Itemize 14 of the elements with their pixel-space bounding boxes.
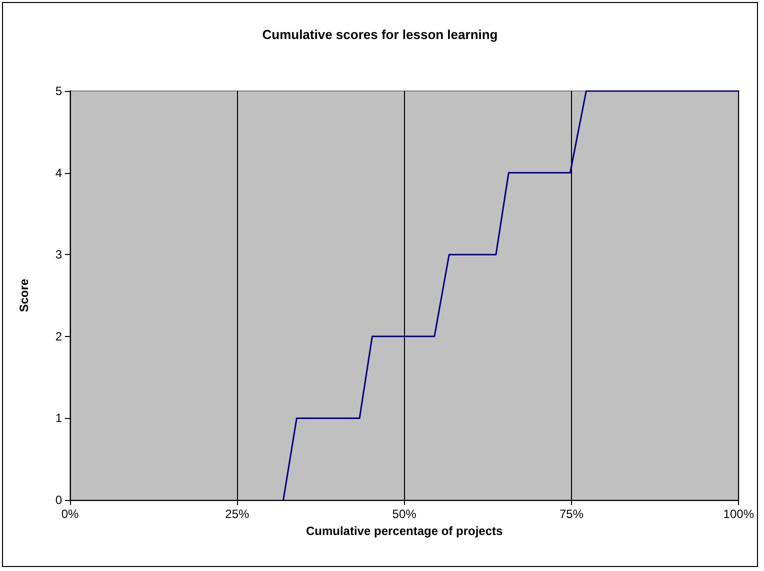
- y-tick-label: 4: [55, 166, 62, 180]
- x-tick-label: 50%: [392, 507, 417, 521]
- chart-title: Cumulative scores for lesson learning: [262, 27, 498, 42]
- y-tick-label: 5: [55, 84, 62, 98]
- y-tick-label: 2: [55, 329, 62, 344]
- x-tick-label: 0%: [61, 507, 79, 521]
- x-tick-label: 100%: [723, 507, 754, 521]
- y-axis-title: Score: [17, 278, 31, 312]
- y-tick-label: 1: [55, 411, 62, 426]
- x-axis-title: Cumulative percentage of projects: [306, 524, 504, 538]
- y-tick-label: 0: [55, 493, 62, 507]
- y-tick-label: 3: [55, 248, 62, 262]
- x-tick-label: 25%: [225, 507, 250, 521]
- x-tick-label: 75%: [559, 507, 584, 521]
